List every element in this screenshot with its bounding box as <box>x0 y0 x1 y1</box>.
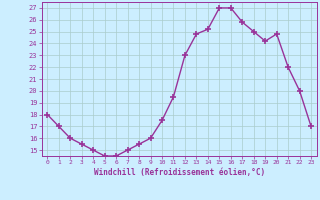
X-axis label: Windchill (Refroidissement éolien,°C): Windchill (Refroidissement éolien,°C) <box>94 168 265 177</box>
